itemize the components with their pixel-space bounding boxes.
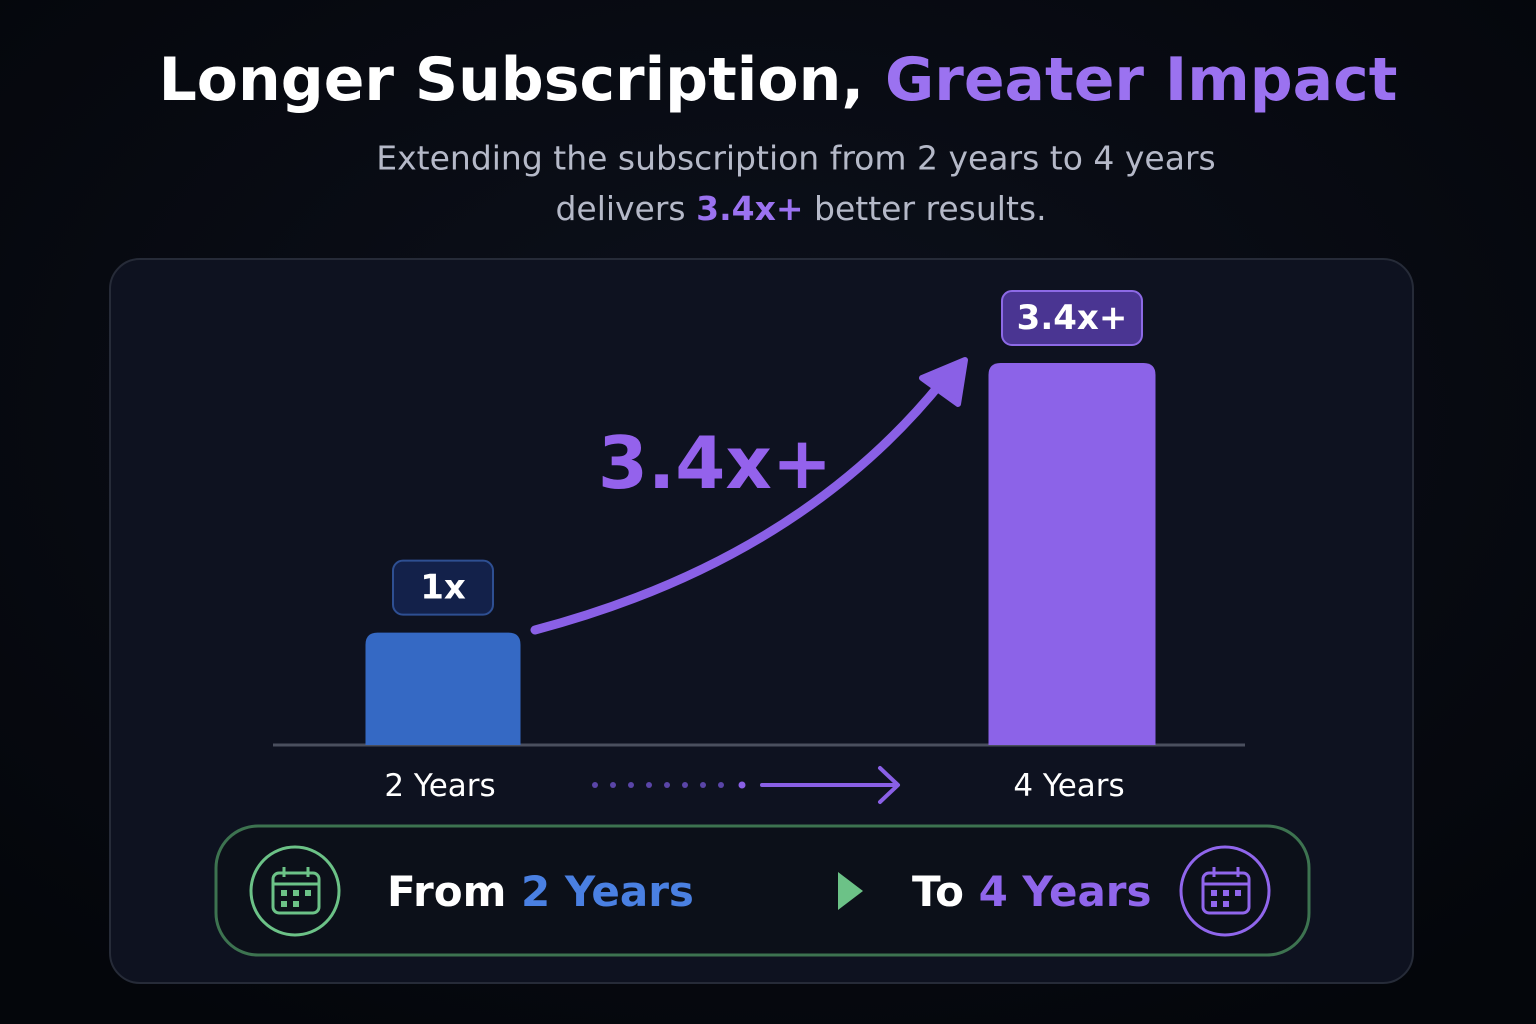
value-label: 1x: [420, 568, 466, 608]
title-highlight: Greater Impact: [885, 45, 1397, 115]
footer-from-label: From: [387, 867, 506, 916]
footer-to: To 4 Years: [912, 867, 1152, 916]
calendar-icon-to: [1179, 845, 1271, 937]
subtitle-line: delivers 3.4x+ better results.: [555, 189, 1046, 228]
title-main: Longer Subscription,: [159, 45, 865, 115]
x-tick-label: 4 Years: [1013, 768, 1124, 804]
footer-from-value: 2 Years: [521, 867, 694, 916]
footer-to-label: To: [912, 867, 964, 916]
footer-from: From 2 Years: [387, 867, 694, 916]
subtitle-line: Extending the subscription from 2 years …: [376, 139, 1215, 178]
subtitle-text: better results.: [814, 189, 1047, 228]
subtitle-text: delivers: [555, 189, 685, 228]
growth-arrow: [530, 373, 950, 635]
period-arrow: [592, 766, 900, 804]
calendar-icon-from: [249, 845, 341, 937]
footer-arrow-head: [838, 872, 863, 910]
footer-to-value: 4 Years: [979, 867, 1152, 916]
subtitle-highlight: 3.4x+: [696, 189, 803, 228]
bar: [988, 363, 1156, 745]
annotation: 3.4x+: [598, 421, 832, 505]
growth-arrow-head: [919, 357, 968, 407]
bar: [365, 632, 521, 745]
value-label: 3.4x+: [1017, 298, 1128, 338]
title: Longer Subscription, Greater Impact: [159, 45, 1398, 115]
value-label-box: [1001, 290, 1143, 346]
value-label-box: [392, 559, 494, 616]
x-tick-label: 2 Years: [384, 768, 495, 804]
